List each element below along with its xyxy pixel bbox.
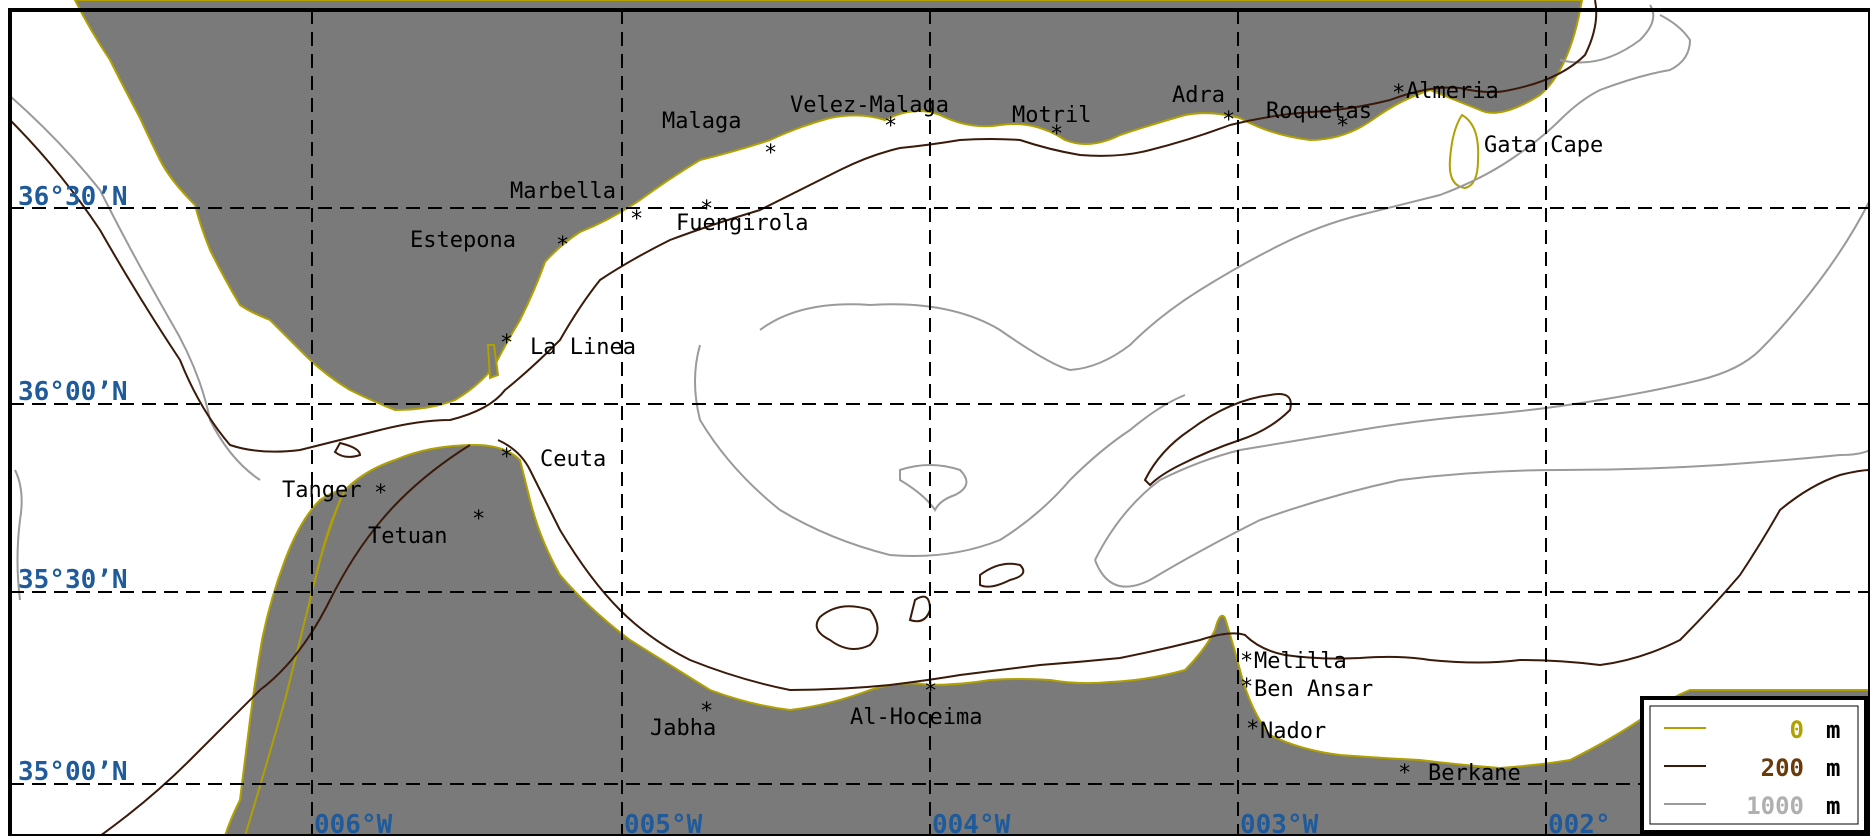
legend-value-0m: 0 (1790, 716, 1804, 744)
legend-unit-1000m: m (1826, 792, 1840, 820)
longitude-labels: 006°W 005°W 004°W 003°W 002° (314, 810, 1611, 836)
legend-unit-200m: m (1826, 754, 1840, 782)
marker-estepona: * (556, 233, 569, 258)
marker-ceuta: * (500, 445, 513, 470)
city-label-gata-cape: Gata Cape (1484, 133, 1603, 158)
marker-berkane: * (1398, 761, 1411, 786)
graticule (10, 10, 1870, 836)
isobath-200m (9, 0, 1870, 836)
map-frame (8, 8, 1870, 836)
marker-ben-ansar: * (1240, 675, 1253, 700)
marker-la-linea: * (500, 331, 513, 356)
latitude-labels: 36°30’N 36°00’N 35°30’N 35°00’N (18, 182, 128, 787)
city-label-adra: Adra (1172, 83, 1225, 108)
city-label-berkane: Berkane (1428, 761, 1521, 786)
marker-fuengirola: * (700, 197, 713, 222)
marker-tanger: * (374, 481, 387, 506)
city-label-almeria: Almeria (1406, 79, 1499, 104)
city-label-estepona: Estepona (410, 228, 516, 253)
city-label-tanger: Tanger (282, 478, 361, 503)
marker-tetuan: * (472, 507, 485, 532)
city-label-fuengirola: Fuengirola (676, 211, 808, 236)
legend-unit-0m: m (1826, 716, 1840, 744)
city-label-al-hoceima: Al-Hoceima (850, 705, 982, 730)
marker-adra: * (1222, 108, 1235, 133)
inlet-gata (1448, 113, 1480, 190)
city-label-tetuan: Tetuan (368, 524, 447, 549)
lon-label-005: 005°W (624, 810, 703, 836)
legend-value-1000m: 1000 (1746, 792, 1804, 820)
city-label-la-linea: La Linea (530, 335, 636, 360)
city-label-melilla: Melilla (1254, 649, 1347, 674)
city-label-velez-malaga: Velez-Malaga (790, 93, 949, 118)
lon-label-006: 006°W (314, 810, 393, 836)
legend-inner-border (1649, 705, 1859, 825)
marker-malaga: * (764, 141, 777, 166)
lon-label-003: 003°W (1240, 810, 1319, 836)
marker-velez-malaga: * (884, 114, 897, 139)
isobath-1000m (9, 4, 1870, 601)
marker-melilla: * (1240, 649, 1253, 674)
city-label-malaga: Malaga (662, 109, 741, 134)
lat-label-3530: 35°30’N (18, 565, 128, 595)
city-label-motril: Motril (1012, 103, 1091, 128)
marker-al-hoceima: * (924, 679, 937, 704)
city-label-jabha: Jabha (650, 716, 716, 741)
lon-label-002: 002° (1548, 810, 1611, 836)
city-markers: * Malaga * Velez-Malaga * Motril * Adra … (282, 79, 1603, 786)
marker-motril: * (1050, 122, 1063, 147)
lat-label-3500: 35°00’N (18, 757, 128, 787)
marker-roquetas: * (1336, 114, 1349, 139)
lat-label-3630: 36°30’N (18, 182, 128, 212)
land-morocco (223, 443, 1870, 836)
city-label-ceuta: Ceuta (540, 447, 606, 472)
marker-almeria: * (1392, 81, 1405, 106)
land-gibraltar (486, 344, 500, 380)
lat-label-3600: 36°00’N (18, 377, 128, 407)
marker-nador: * (1246, 717, 1259, 742)
city-label-ben-ansar: Ben Ansar (1254, 677, 1373, 702)
lon-label-004: 004°W (932, 810, 1011, 836)
legend: 0 m 200 m 1000 m (1640, 696, 1868, 834)
land-spain (73, 0, 1584, 412)
marker-jabha: * (700, 699, 713, 724)
city-label-nador: Nador (1260, 719, 1326, 744)
land-tanger-peninsula (223, 488, 347, 836)
city-label-marbella: Marbella (510, 179, 616, 204)
legend-value-200m: 200 (1761, 754, 1804, 782)
marker-marbella: * (630, 207, 643, 232)
city-label-roquetas: Roquetas (1266, 99, 1372, 124)
